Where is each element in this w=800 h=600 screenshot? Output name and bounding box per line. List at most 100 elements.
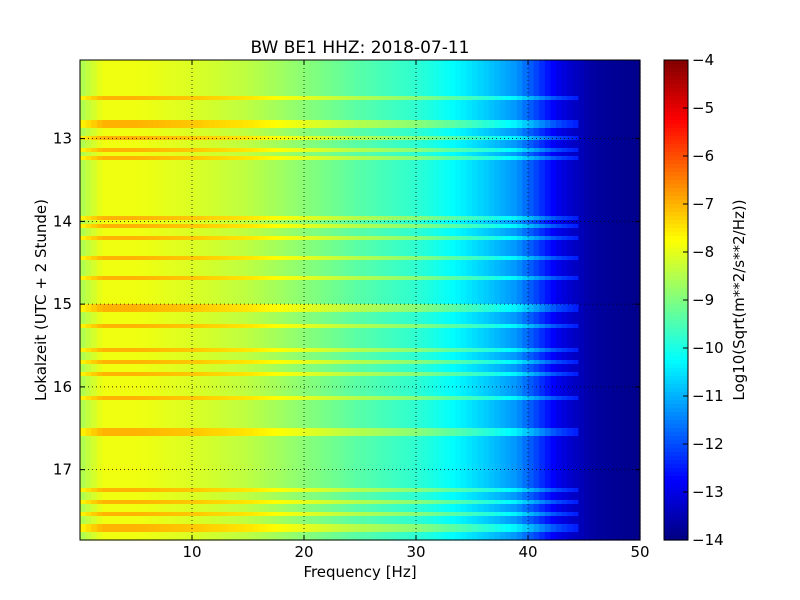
- spectrogram-cell: [231, 168, 238, 173]
- spectrogram-cell: [309, 124, 316, 129]
- spectrogram-cell: [382, 152, 389, 157]
- spectrogram-cell: [130, 212, 137, 217]
- spectrogram-cell: [203, 216, 210, 221]
- spectrogram-cell: [371, 192, 378, 197]
- spectrogram-cell: [600, 96, 607, 101]
- spectrogram-cell: [567, 160, 574, 165]
- spectrogram-cell: [214, 228, 221, 233]
- spectrogram-cell: [539, 248, 546, 253]
- spectrogram-cell: [242, 132, 249, 137]
- spectrogram-cell: [147, 184, 154, 189]
- spectrogram-cell: [315, 172, 322, 177]
- spectrogram-cell: [354, 164, 361, 169]
- spectrogram-row: [80, 200, 641, 205]
- spectrogram-cell: [96, 108, 103, 113]
- spectrogram-cell: [427, 200, 434, 205]
- spectrogram-cell: [628, 160, 635, 165]
- spectrogram-cell: [113, 108, 120, 113]
- spectrogram-cell: [472, 68, 479, 73]
- spectrogram-cell: [544, 204, 551, 209]
- spectrogram-cell: [147, 172, 154, 177]
- spectrogram-cell: [455, 176, 462, 181]
- spectrogram-cell: [371, 152, 378, 157]
- spectrogram-cell: [259, 160, 266, 165]
- spectrogram-cell: [315, 124, 322, 129]
- spectrogram-cell: [108, 140, 115, 145]
- spectrogram-cell: [304, 156, 311, 161]
- spectrogram-cell: [388, 144, 395, 149]
- spectrogram-cell: [119, 104, 126, 109]
- spectrogram-cell: [113, 164, 120, 169]
- spectrogram-cell: [214, 184, 221, 189]
- spectrogram-cell: [315, 132, 322, 137]
- spectrogram-cell: [332, 220, 339, 225]
- spectrogram-cell: [516, 108, 523, 113]
- spectrogram-cell: [388, 124, 395, 129]
- spectrogram-cell: [130, 200, 137, 205]
- spectrogram-cell: [348, 216, 355, 221]
- spectrogram-cell: [567, 188, 574, 193]
- spectrogram-cell: [253, 80, 260, 85]
- spectrogram-cell: [376, 172, 383, 177]
- spectrogram-cell: [516, 116, 523, 121]
- spectrogram-cell: [208, 88, 215, 93]
- spectrogram-cell: [388, 232, 395, 237]
- spectrogram-cell: [500, 116, 507, 121]
- spectrogram-cell: [152, 228, 159, 233]
- spectrogram-cell: [550, 148, 557, 153]
- spectrogram-cell: [197, 220, 204, 225]
- spectrogram-cell: [136, 244, 143, 249]
- spectrogram-cell: [477, 60, 484, 65]
- spectrogram-cell: [427, 60, 434, 65]
- spectrogram-cell: [533, 184, 540, 189]
- spectrogram-cell: [505, 156, 512, 161]
- spectrogram-cell: [80, 212, 87, 217]
- spectrogram-cell: [136, 224, 143, 229]
- spectrogram-cell: [169, 112, 176, 117]
- spectrogram-cell: [533, 236, 540, 241]
- spectrogram-cell: [634, 172, 641, 177]
- spectrogram-cell: [102, 252, 109, 257]
- spectrogram-cell: [612, 100, 619, 105]
- spectrogram-cell: [152, 104, 159, 109]
- spectrogram-cell: [220, 172, 227, 177]
- spectrogram-cell: [628, 148, 635, 153]
- spectrogram-cell: [500, 156, 507, 161]
- spectrogram-cell: [147, 92, 154, 97]
- spectrogram-cell: [416, 156, 423, 161]
- spectrogram-cell: [522, 64, 529, 69]
- spectrogram-cell: [80, 180, 87, 185]
- spectrogram-cell: [584, 120, 591, 125]
- spectrogram-cell: [124, 64, 131, 69]
- spectrogram-cell: [522, 176, 529, 181]
- spectrogram-cell: [494, 124, 501, 129]
- spectrogram-cell: [214, 172, 221, 177]
- spectrogram-cell: [225, 160, 232, 165]
- spectrogram-cell: [466, 180, 473, 185]
- spectrogram-cell: [130, 192, 137, 197]
- spectrogram-cell: [488, 180, 495, 185]
- spectrogram-cell: [248, 160, 255, 165]
- spectrogram-cell: [203, 172, 210, 177]
- spectrogram-cell: [197, 88, 204, 93]
- spectrogram-cell: [500, 212, 507, 217]
- spectrogram-cell: [242, 76, 249, 81]
- spectrogram-cell: [376, 212, 383, 217]
- spectrogram-cell: [320, 180, 327, 185]
- spectrogram-cell: [320, 228, 327, 233]
- spectrogram-cell: [80, 124, 87, 129]
- spectrogram-cell: [242, 224, 249, 229]
- spectrogram-cell: [304, 152, 311, 157]
- spectrogram-cell: [466, 184, 473, 189]
- spectrogram-cell: [494, 132, 501, 137]
- spectrogram-cell: [102, 132, 109, 137]
- spectrogram-cell: [595, 76, 602, 81]
- spectrogram-cell: [444, 64, 451, 69]
- spectrogram-cell: [606, 60, 613, 65]
- spectrogram-cell: [393, 76, 400, 81]
- spectrogram-cell: [600, 148, 607, 153]
- spectrogram-cell: [130, 220, 137, 225]
- spectrogram-cell: [623, 108, 630, 113]
- spectrogram-cell: [623, 152, 630, 157]
- spectrogram-cell: [404, 68, 411, 73]
